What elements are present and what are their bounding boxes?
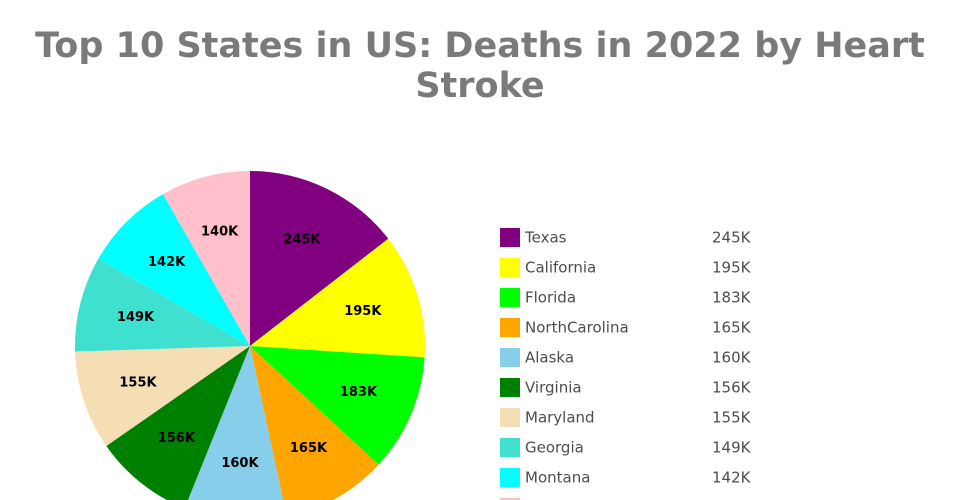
legend-label: Maryland bbox=[525, 409, 595, 427]
legend-label: NorthCarolina bbox=[525, 319, 629, 337]
legend-value: 156K bbox=[712, 379, 752, 397]
chart-title: Top 10 States in US: Deaths in 2022 by H… bbox=[35, 26, 925, 106]
legend-swatch[interactable] bbox=[500, 468, 520, 487]
pie-slices bbox=[75, 171, 425, 500]
legend-swatch[interactable] bbox=[500, 498, 520, 500]
pie-slice-alaska[interactable] bbox=[185, 346, 287, 500]
pie-slice-georgia[interactable] bbox=[75, 258, 250, 352]
legend-swatch[interactable] bbox=[500, 258, 520, 277]
pie-slice-montana[interactable] bbox=[98, 194, 250, 346]
legend-swatch[interactable] bbox=[500, 228, 520, 247]
pie-slice-northcarolina[interactable] bbox=[250, 346, 379, 500]
slice-value-label: 149K bbox=[117, 310, 155, 325]
legend-swatch[interactable] bbox=[500, 288, 520, 307]
pie-slice-unlabeled-9[interactable] bbox=[162, 171, 250, 346]
legend-value: 183K bbox=[712, 289, 752, 307]
legend-label: Georgia bbox=[525, 439, 584, 457]
legend-swatch[interactable] bbox=[500, 438, 520, 457]
legend-label: California bbox=[525, 259, 596, 277]
slice-value-label: 142K bbox=[148, 255, 186, 270]
legend-swatch[interactable] bbox=[500, 318, 520, 337]
legend-value: 142K bbox=[712, 469, 752, 487]
pie-slice-virginia[interactable] bbox=[106, 346, 250, 500]
pie-slice-texas[interactable] bbox=[250, 171, 389, 346]
legend-value: 155K bbox=[712, 409, 752, 427]
legend-value: 149K bbox=[712, 439, 752, 457]
slice-value-label: 160K bbox=[221, 456, 259, 471]
legend-label: Alaska bbox=[525, 349, 574, 367]
slice-value-label: 183K bbox=[340, 385, 378, 400]
slice-value-label: 165K bbox=[290, 441, 328, 456]
slice-value-label: 140K bbox=[201, 224, 239, 239]
legend-swatch[interactable] bbox=[500, 378, 520, 397]
legend-label: Florida bbox=[525, 289, 576, 307]
legend-label: Texas bbox=[524, 229, 567, 247]
pie-slice-maryland[interactable] bbox=[75, 346, 251, 446]
pie-slice-florida[interactable] bbox=[250, 346, 425, 465]
legend-label: Montana bbox=[525, 469, 590, 487]
legend-label: Virginia bbox=[525, 379, 582, 397]
legend-value: 195K bbox=[712, 259, 752, 277]
legend-value: 245K bbox=[712, 229, 752, 247]
pie-slice-labels: 245K 195K 183K 165K 160K 156K 155K 149K 142K 140K bbox=[117, 224, 382, 471]
slice-value-label: 245K bbox=[283, 233, 321, 248]
slice-value-label: 195K bbox=[344, 304, 382, 319]
legend-swatch[interactable] bbox=[500, 348, 520, 367]
slice-value-label: 156K bbox=[158, 431, 196, 446]
legend-value: 160K bbox=[712, 349, 752, 367]
slice-value-label: 155K bbox=[119, 376, 157, 391]
legend: Texas 245K California 195K Florida 183K NorthC… bbox=[500, 228, 752, 500]
legend-swatch[interactable] bbox=[500, 408, 520, 427]
pie-slice-california[interactable] bbox=[250, 238, 425, 358]
legend-value: 165K bbox=[712, 319, 752, 337]
